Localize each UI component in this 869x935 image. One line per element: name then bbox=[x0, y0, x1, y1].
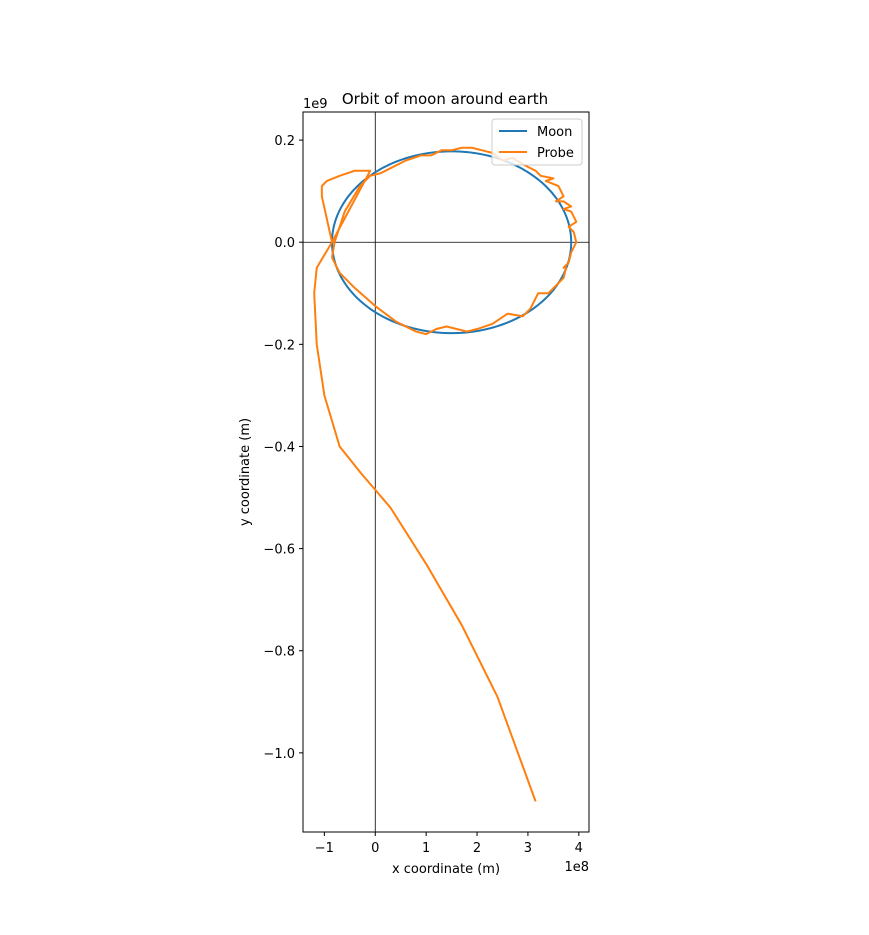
x-tick-label: 3 bbox=[524, 841, 532, 856]
legend-label-moon: Moon bbox=[537, 125, 572, 140]
x-tick-label: 0 bbox=[371, 841, 379, 856]
y-axis-label: y coordinate (m) bbox=[238, 418, 253, 526]
y-tick-label: −0.4 bbox=[263, 440, 295, 455]
y-offset-label: 1e9 bbox=[303, 97, 328, 112]
y-tick-label: −0.6 bbox=[263, 543, 295, 558]
chart-title: Orbit of moon around earth bbox=[342, 90, 548, 108]
series-line-probe-escape bbox=[313, 169, 537, 802]
y-tick-label: −0.8 bbox=[263, 645, 295, 660]
legend-label-probe: Probe bbox=[537, 146, 574, 161]
x-tick-label: 2 bbox=[473, 841, 481, 856]
reference-lines bbox=[303, 112, 589, 832]
x-tick-label: 1 bbox=[422, 841, 430, 856]
axes-frame bbox=[302, 111, 590, 833]
y-tick-label: 0.2 bbox=[274, 134, 295, 149]
x-axis-ticks: −1 0 1 2 3 4 bbox=[315, 832, 583, 856]
x-tick-label: 4 bbox=[575, 841, 583, 856]
legend: Moon Probe bbox=[491, 118, 583, 166]
y-tick-label: 0.0 bbox=[274, 236, 295, 251]
x-offset-label: 1e8 bbox=[564, 860, 589, 875]
y-tick-label: −1.0 bbox=[263, 747, 295, 762]
y-axis-ticks: 0.2 0.0 −0.2 −0.4 −0.6 −0.8 −1.0 bbox=[263, 134, 303, 762]
series-line-probe-orbit bbox=[331, 146, 578, 336]
x-axis-label: x coordinate (m) bbox=[392, 862, 500, 877]
x-tick-label: −1 bbox=[315, 841, 334, 856]
y-tick-label: −0.2 bbox=[263, 338, 295, 353]
